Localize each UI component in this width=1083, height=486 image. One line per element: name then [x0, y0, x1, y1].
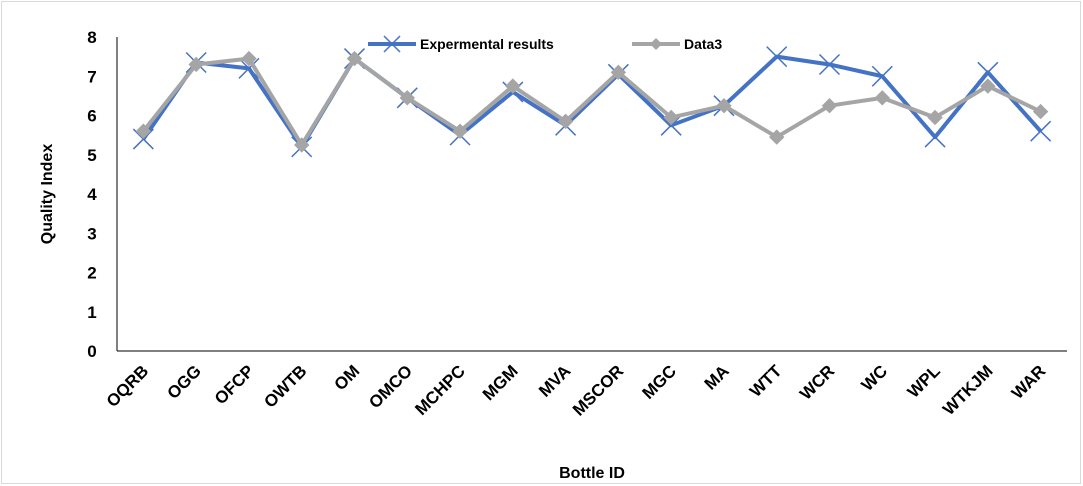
data-point	[821, 97, 838, 114]
data-point	[769, 129, 785, 145]
data-point	[977, 61, 999, 83]
x-tick-label: MA	[701, 361, 733, 393]
y-tick-label: 7	[87, 67, 96, 86]
y-tick-label: 0	[87, 342, 96, 361]
data-point	[452, 123, 468, 139]
x-tick-label: OQRB	[103, 361, 152, 410]
x-axis-title: Bottle ID	[559, 465, 625, 482]
y-tick-label: 4	[87, 185, 97, 204]
y-tick-label: 6	[87, 107, 96, 126]
x-tick-label: MCHPC	[411, 361, 469, 419]
x-tick-label: WPL	[904, 361, 944, 401]
x-tick-label: WC	[858, 361, 891, 394]
series-line	[141, 56, 1042, 147]
data-point	[241, 50, 257, 67]
legend: Expermental results Data3	[368, 35, 722, 53]
series-line	[141, 54, 1043, 149]
data-point	[610, 64, 627, 81]
series-2	[135, 50, 1049, 153]
y-tick-label: 1	[87, 303, 96, 322]
legend-marker	[650, 38, 662, 50]
x-tick-label: OFCP	[211, 361, 258, 408]
x-tick-label: WTKJM	[939, 361, 997, 419]
data-point	[818, 53, 841, 76]
x-tick-label: WTT	[746, 361, 786, 401]
data-point	[294, 137, 310, 153]
data-point	[132, 128, 154, 150]
data-point	[1030, 120, 1052, 142]
data-point	[660, 114, 682, 136]
x-tick-label: MVA	[535, 361, 574, 400]
y-tick-label: 3	[87, 224, 96, 243]
x-tick-label: MSCOR	[569, 361, 627, 419]
data-point	[188, 56, 204, 73]
legend-marker	[383, 35, 401, 53]
series-1	[132, 46, 1052, 158]
x-tick-label: OMCO	[365, 361, 416, 412]
data-point	[716, 97, 732, 114]
x-tick-label: WAR	[1008, 361, 1049, 402]
legend-label: Expermental results	[420, 36, 554, 52]
data-point	[346, 50, 363, 67]
y-axis-title: Quality Index	[39, 144, 56, 245]
axes	[116, 37, 1067, 352]
x-tick-label: MGM	[479, 361, 522, 404]
data-point	[1032, 103, 1049, 120]
x-tick-label: OGG	[164, 361, 205, 402]
data-point	[135, 123, 152, 139]
data-point	[874, 90, 890, 106]
x-tick-label: OM	[331, 361, 364, 394]
y-tick-labels: 0 1 2 3 4 5 6 7 8	[87, 28, 97, 361]
legend-label: Data3	[684, 36, 722, 52]
data-point	[924, 126, 946, 148]
x-tick-label: WCR	[796, 361, 838, 403]
data-point	[505, 78, 521, 94]
y-tick-label: 2	[87, 264, 96, 283]
y-tick-label: 8	[87, 28, 96, 47]
data-point	[766, 46, 788, 68]
x-tick-label: OWTB	[260, 361, 310, 411]
legend-item: Expermental results	[368, 35, 554, 53]
data-point	[980, 78, 996, 94]
data-point	[399, 90, 415, 106]
data-point	[238, 57, 260, 79]
series-layer	[132, 46, 1052, 158]
x-tick-label: MGC	[639, 361, 680, 402]
data-point	[663, 109, 679, 126]
y-tick-label: 5	[87, 146, 96, 165]
data-point	[557, 113, 574, 130]
legend-item: Data3	[632, 36, 722, 52]
data-point	[871, 65, 893, 87]
data-point	[927, 109, 943, 126]
